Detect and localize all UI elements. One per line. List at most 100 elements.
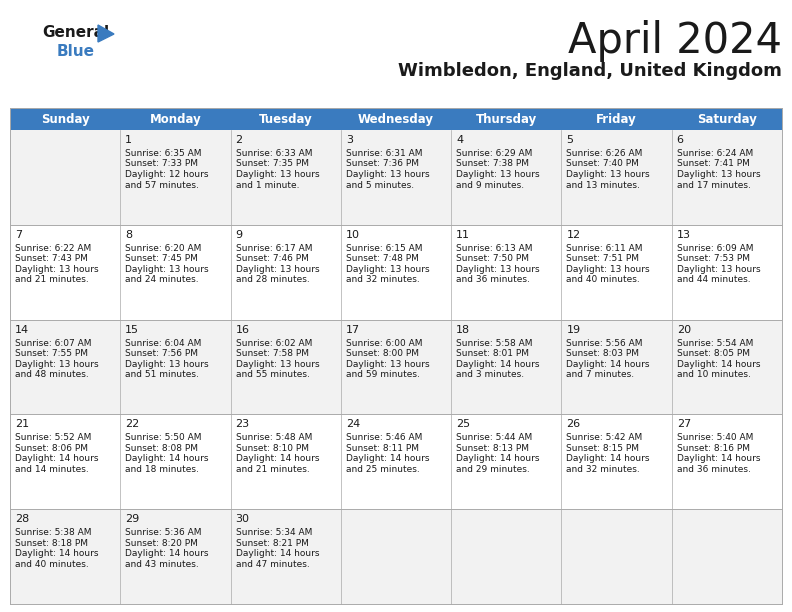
Text: and 32 minutes.: and 32 minutes. bbox=[346, 275, 420, 285]
Text: Sunrise: 5:52 AM: Sunrise: 5:52 AM bbox=[15, 433, 91, 442]
Text: Sunrise: 5:50 AM: Sunrise: 5:50 AM bbox=[125, 433, 202, 442]
Text: 3: 3 bbox=[346, 135, 353, 145]
Text: Daylight: 13 hours: Daylight: 13 hours bbox=[676, 170, 760, 179]
Text: Sunrise: 5:54 AM: Sunrise: 5:54 AM bbox=[676, 338, 753, 348]
Text: and 40 minutes.: and 40 minutes. bbox=[15, 560, 89, 569]
FancyBboxPatch shape bbox=[10, 130, 782, 225]
Text: Sunset: 7:35 PM: Sunset: 7:35 PM bbox=[235, 160, 309, 168]
Text: Sunset: 7:56 PM: Sunset: 7:56 PM bbox=[125, 349, 198, 358]
Text: Sunset: 7:36 PM: Sunset: 7:36 PM bbox=[346, 160, 419, 168]
FancyBboxPatch shape bbox=[10, 414, 782, 509]
Text: 2: 2 bbox=[235, 135, 242, 145]
Text: 28: 28 bbox=[15, 514, 29, 524]
Text: Daylight: 14 hours: Daylight: 14 hours bbox=[235, 454, 319, 463]
Text: Sunset: 7:50 PM: Sunset: 7:50 PM bbox=[456, 255, 529, 263]
Text: Sunset: 7:51 PM: Sunset: 7:51 PM bbox=[566, 255, 639, 263]
Text: 5: 5 bbox=[566, 135, 573, 145]
Text: Sunrise: 6:04 AM: Sunrise: 6:04 AM bbox=[125, 338, 202, 348]
FancyBboxPatch shape bbox=[10, 108, 782, 130]
Text: and 28 minutes.: and 28 minutes. bbox=[235, 275, 310, 285]
Text: and 3 minutes.: and 3 minutes. bbox=[456, 370, 524, 379]
Text: 1: 1 bbox=[125, 135, 132, 145]
Text: and 21 minutes.: and 21 minutes. bbox=[15, 275, 89, 285]
Text: Daylight: 13 hours: Daylight: 13 hours bbox=[125, 265, 209, 274]
Text: Sunset: 7:38 PM: Sunset: 7:38 PM bbox=[456, 160, 529, 168]
Text: Daylight: 14 hours: Daylight: 14 hours bbox=[125, 454, 209, 463]
Text: Sunrise: 6:22 AM: Sunrise: 6:22 AM bbox=[15, 244, 91, 253]
Text: Sunrise: 5:56 AM: Sunrise: 5:56 AM bbox=[566, 338, 643, 348]
Text: Sunset: 8:05 PM: Sunset: 8:05 PM bbox=[676, 349, 750, 358]
Text: 8: 8 bbox=[125, 230, 132, 240]
Text: Sunset: 7:33 PM: Sunset: 7:33 PM bbox=[125, 160, 198, 168]
Text: Sunset: 8:11 PM: Sunset: 8:11 PM bbox=[346, 444, 419, 453]
Text: Sunrise: 6:29 AM: Sunrise: 6:29 AM bbox=[456, 149, 532, 158]
Text: 14: 14 bbox=[15, 324, 29, 335]
Text: and 17 minutes.: and 17 minutes. bbox=[676, 181, 751, 190]
Text: and 9 minutes.: and 9 minutes. bbox=[456, 181, 524, 190]
Text: Sunrise: 6:31 AM: Sunrise: 6:31 AM bbox=[346, 149, 422, 158]
Text: and 32 minutes.: and 32 minutes. bbox=[566, 465, 640, 474]
Text: Daylight: 14 hours: Daylight: 14 hours bbox=[566, 454, 650, 463]
Text: Sunset: 7:48 PM: Sunset: 7:48 PM bbox=[346, 255, 419, 263]
Text: and 59 minutes.: and 59 minutes. bbox=[346, 370, 420, 379]
Text: Daylight: 14 hours: Daylight: 14 hours bbox=[15, 454, 98, 463]
Text: Sunset: 7:40 PM: Sunset: 7:40 PM bbox=[566, 160, 639, 168]
Text: and 13 minutes.: and 13 minutes. bbox=[566, 181, 640, 190]
Text: Daylight: 13 hours: Daylight: 13 hours bbox=[346, 170, 429, 179]
Text: Daylight: 13 hours: Daylight: 13 hours bbox=[346, 360, 429, 368]
Text: Sunrise: 5:58 AM: Sunrise: 5:58 AM bbox=[456, 338, 533, 348]
Text: Sunset: 8:15 PM: Sunset: 8:15 PM bbox=[566, 444, 639, 453]
Text: and 55 minutes.: and 55 minutes. bbox=[235, 370, 310, 379]
Text: Wednesday: Wednesday bbox=[358, 113, 434, 125]
Text: Sunset: 8:08 PM: Sunset: 8:08 PM bbox=[125, 444, 198, 453]
Text: Sunrise: 5:36 AM: Sunrise: 5:36 AM bbox=[125, 528, 202, 537]
Text: Daylight: 14 hours: Daylight: 14 hours bbox=[125, 549, 209, 558]
Text: 15: 15 bbox=[125, 324, 139, 335]
Text: and 57 minutes.: and 57 minutes. bbox=[125, 181, 199, 190]
Text: Sunrise: 6:02 AM: Sunrise: 6:02 AM bbox=[235, 338, 312, 348]
Text: Sunrise: 6:17 AM: Sunrise: 6:17 AM bbox=[235, 244, 312, 253]
Text: Daylight: 13 hours: Daylight: 13 hours bbox=[235, 360, 319, 368]
Text: April 2024: April 2024 bbox=[568, 20, 782, 62]
Text: Sunset: 8:18 PM: Sunset: 8:18 PM bbox=[15, 539, 88, 548]
Text: 11: 11 bbox=[456, 230, 470, 240]
Text: 27: 27 bbox=[676, 419, 691, 430]
Text: Sunrise: 6:26 AM: Sunrise: 6:26 AM bbox=[566, 149, 643, 158]
Text: and 25 minutes.: and 25 minutes. bbox=[346, 465, 420, 474]
Text: Sunrise: 6:13 AM: Sunrise: 6:13 AM bbox=[456, 244, 533, 253]
Text: Sunset: 8:01 PM: Sunset: 8:01 PM bbox=[456, 349, 529, 358]
FancyBboxPatch shape bbox=[10, 225, 782, 319]
Text: Sunset: 8:21 PM: Sunset: 8:21 PM bbox=[235, 539, 308, 548]
Text: Sunrise: 5:38 AM: Sunrise: 5:38 AM bbox=[15, 528, 92, 537]
Text: and 1 minute.: and 1 minute. bbox=[235, 181, 299, 190]
Text: Sunrise: 6:09 AM: Sunrise: 6:09 AM bbox=[676, 244, 753, 253]
Text: Sunrise: 6:15 AM: Sunrise: 6:15 AM bbox=[346, 244, 422, 253]
Text: Daylight: 14 hours: Daylight: 14 hours bbox=[676, 454, 760, 463]
Text: Sunset: 8:06 PM: Sunset: 8:06 PM bbox=[15, 444, 88, 453]
Text: Daylight: 13 hours: Daylight: 13 hours bbox=[566, 170, 650, 179]
Text: Thursday: Thursday bbox=[476, 113, 537, 125]
Text: Daylight: 13 hours: Daylight: 13 hours bbox=[125, 360, 209, 368]
Text: Sunrise: 6:11 AM: Sunrise: 6:11 AM bbox=[566, 244, 643, 253]
Text: and 40 minutes.: and 40 minutes. bbox=[566, 275, 640, 285]
Text: Sunrise: 6:24 AM: Sunrise: 6:24 AM bbox=[676, 149, 753, 158]
Text: Sunrise: 5:42 AM: Sunrise: 5:42 AM bbox=[566, 433, 642, 442]
Text: Daylight: 14 hours: Daylight: 14 hours bbox=[15, 549, 98, 558]
Text: 16: 16 bbox=[235, 324, 249, 335]
Text: Daylight: 14 hours: Daylight: 14 hours bbox=[235, 549, 319, 558]
Text: 18: 18 bbox=[456, 324, 470, 335]
Text: Daylight: 13 hours: Daylight: 13 hours bbox=[235, 265, 319, 274]
Text: Sunday: Sunday bbox=[40, 113, 89, 125]
Text: 23: 23 bbox=[235, 419, 249, 430]
Text: 13: 13 bbox=[676, 230, 691, 240]
Text: Daylight: 13 hours: Daylight: 13 hours bbox=[566, 265, 650, 274]
Text: Daylight: 14 hours: Daylight: 14 hours bbox=[346, 454, 429, 463]
Text: and 36 minutes.: and 36 minutes. bbox=[456, 275, 530, 285]
Polygon shape bbox=[98, 25, 114, 42]
Text: Sunset: 8:16 PM: Sunset: 8:16 PM bbox=[676, 444, 750, 453]
Text: and 36 minutes.: and 36 minutes. bbox=[676, 465, 751, 474]
Text: Daylight: 13 hours: Daylight: 13 hours bbox=[235, 170, 319, 179]
Text: Daylight: 14 hours: Daylight: 14 hours bbox=[456, 360, 539, 368]
Text: Sunset: 8:10 PM: Sunset: 8:10 PM bbox=[235, 444, 309, 453]
Text: Sunrise: 5:44 AM: Sunrise: 5:44 AM bbox=[456, 433, 532, 442]
